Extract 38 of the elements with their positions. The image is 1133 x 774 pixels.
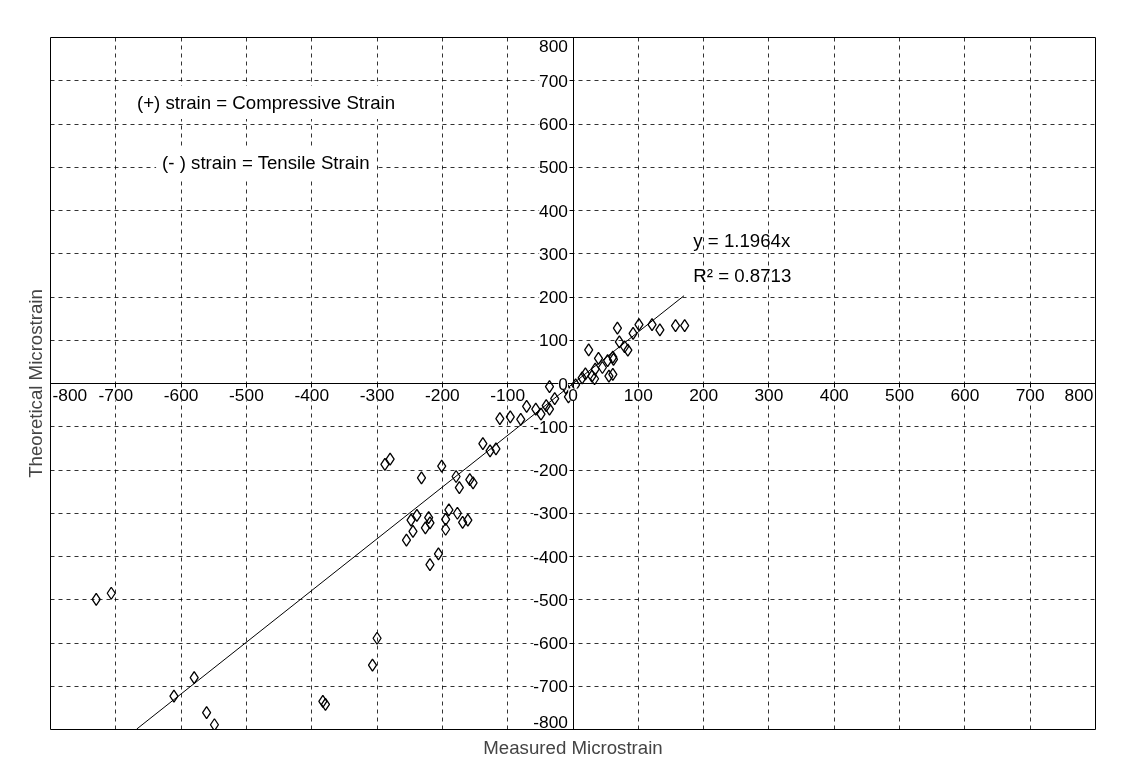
x-axis-title: Measured Microstrain	[483, 736, 663, 758]
y-tick-label: 100	[539, 330, 569, 351]
y-tick-label: 700	[539, 70, 569, 91]
x-tick-label: -700	[98, 384, 134, 405]
x-tick-label: -100	[490, 384, 526, 405]
x-tick-label: 300	[754, 384, 784, 405]
y-tick-label: -400	[533, 546, 569, 567]
x-tick-label: -800	[52, 384, 88, 405]
x-tick-label: 500	[885, 384, 915, 405]
y-tick-label: 300	[539, 243, 569, 264]
y-tick-label: 400	[539, 200, 569, 221]
annotation: y = 1.1964x	[693, 230, 791, 252]
x-tick-label: 200	[689, 384, 719, 405]
y-tick-label: -300	[533, 503, 569, 524]
y-axis-title: Theoretical Microstrain	[24, 289, 46, 478]
x-tick-label: 100	[623, 384, 653, 405]
x-tick-label: 800	[1064, 384, 1094, 405]
y-tick-label: -500	[533, 589, 569, 610]
x-tick-label: -200	[425, 384, 460, 405]
annotation: (- ) strain = Tensile Strain	[162, 152, 370, 174]
y-tick-label: -200	[533, 460, 569, 480]
y-tick-label: 800	[539, 35, 569, 56]
y-tick-label: 500	[539, 157, 569, 178]
x-tick-label: -600	[163, 384, 199, 405]
annotation: (+) strain = Compressive Strain	[136, 91, 396, 113]
y-tick-label: 200	[539, 287, 569, 307]
y-tick-label: -800	[533, 711, 569, 732]
y-tick-label: -100	[533, 416, 569, 437]
x-tick-label: 400	[819, 384, 849, 405]
x-tick-label: -400	[294, 384, 330, 405]
y-tick-label: -700	[533, 676, 569, 697]
annotation: R² = 0.8713	[693, 264, 792, 286]
y-tick-label: 600	[539, 114, 569, 134]
x-tick-label: -500	[229, 384, 264, 405]
y-tick-label: -600	[533, 633, 569, 653]
x-tick-label: -300	[359, 384, 395, 405]
x-tick-label: 700	[1015, 384, 1045, 405]
x-tick-label: 600	[950, 384, 980, 405]
